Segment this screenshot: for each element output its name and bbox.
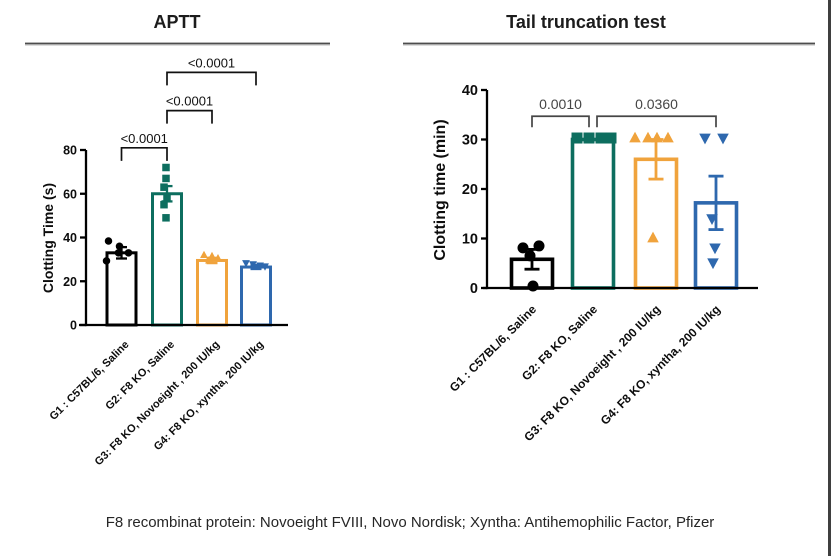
significance-bracket — [166, 109, 213, 124]
x-category-label: G4: F8 KO, xyntha, 200 IU/kg — [598, 302, 723, 427]
significance-label: 0.0010 — [539, 96, 582, 112]
bar-group-g3 — [629, 131, 679, 290]
data-point-circle — [124, 249, 133, 257]
data-point-square — [583, 132, 595, 144]
data-point-triangle-up — [214, 253, 222, 262]
data-point-square — [162, 163, 170, 172]
data-point-circle — [524, 250, 536, 262]
data-point-triangle-up — [208, 251, 216, 260]
y-tick-label: 80 — [63, 144, 77, 158]
data-point-square — [162, 174, 170, 183]
data-point-triangle-down — [699, 133, 711, 145]
tail-title-divider-shade — [403, 44, 815, 46]
bar-group-g1 — [509, 240, 555, 292]
data-point-circle — [114, 249, 123, 257]
data-point-square — [162, 214, 170, 222]
data-point-triangle-up — [662, 131, 674, 143]
data-point-triangle-up — [651, 131, 663, 143]
bar-group-g4 — [240, 260, 272, 327]
data-point-triangle-up — [647, 231, 659, 243]
data-point-square — [163, 193, 171, 201]
data-point-circle — [104, 237, 113, 245]
bar-g4 — [240, 265, 272, 327]
significance-bracket — [166, 71, 257, 86]
tail-truncation-chart: Tail truncation test Clotting time (min)… — [403, 12, 815, 444]
data-point-square — [595, 132, 607, 144]
data-point-square — [571, 132, 583, 144]
y-tick-label: 20 — [462, 182, 478, 198]
bar-g2 — [151, 192, 183, 327]
data-point-triangle-down — [706, 214, 718, 226]
data-point-circle — [102, 257, 111, 265]
data-point-triangle-down — [249, 261, 257, 269]
significance-bracket — [596, 115, 717, 128]
bar-group-g4 — [693, 133, 739, 290]
significance-label: <0.0001 — [188, 55, 235, 70]
data-point-triangle-up — [205, 256, 213, 264]
significance-label: <0.0001 — [121, 131, 168, 146]
significance-label: <0.0001 — [166, 94, 213, 109]
x-category-label: G1 : C57BL/6, Saline — [47, 339, 131, 423]
data-point-circle — [115, 242, 124, 250]
data-point-square — [160, 200, 168, 209]
tail-title-divider — [403, 42, 815, 44]
bar-group-g1 — [102, 237, 138, 327]
tail-y-axis-label: Clotting time (min) — [432, 119, 449, 260]
data-point-circle — [527, 280, 539, 292]
y-tick-label: 20 — [63, 275, 77, 289]
data-point-triangle-down — [261, 263, 269, 271]
bar-g3 — [196, 258, 228, 327]
tail-chart-title: Tail truncation test — [506, 12, 666, 32]
bar-group-g2 — [570, 132, 617, 290]
data-point-square — [160, 183, 168, 191]
y-tick-label: 10 — [462, 232, 478, 248]
data-point-triangle-up — [200, 250, 208, 258]
data-point-circle — [517, 242, 529, 254]
aptt-title-divider-shade — [25, 44, 330, 46]
y-tick-label: 30 — [462, 133, 478, 149]
data-point-triangle-down — [242, 260, 250, 268]
y-tick-label: 60 — [63, 187, 77, 201]
figure-caption: F8 recombinat protein: Novoeight FVIII, … — [105, 514, 715, 531]
page-right-border — [828, 0, 831, 556]
bar-g1 — [105, 251, 138, 327]
bar-group-g2 — [151, 163, 183, 327]
data-point-circle — [533, 240, 545, 252]
bar-group-g3 — [196, 250, 228, 327]
y-tick-label: 40 — [462, 83, 478, 99]
y-tick-label: 40 — [63, 231, 77, 245]
data-point-square — [605, 132, 617, 144]
aptt-chart: APTT Clotting Time (s) G1 : C57BL/6, Sal… — [25, 12, 330, 468]
significance-bracket — [531, 115, 590, 128]
y-tick-label: 0 — [70, 319, 77, 333]
aptt-title-divider — [25, 42, 330, 44]
significance-label: 0.0360 — [635, 96, 678, 112]
y-tick-label: 0 — [470, 281, 478, 297]
data-point-triangle-down — [717, 133, 729, 145]
data-point-triangle-up — [642, 131, 654, 143]
bar-g2 — [570, 137, 616, 290]
data-point-triangle-down — [707, 258, 719, 270]
data-point-triangle-down — [709, 243, 721, 255]
data-point-triangle-up — [629, 131, 641, 143]
aptt-y-axis-label: Clotting Time (s) — [40, 183, 56, 293]
aptt-chart-title: APTT — [154, 12, 201, 32]
significance-bracket — [120, 146, 168, 161]
